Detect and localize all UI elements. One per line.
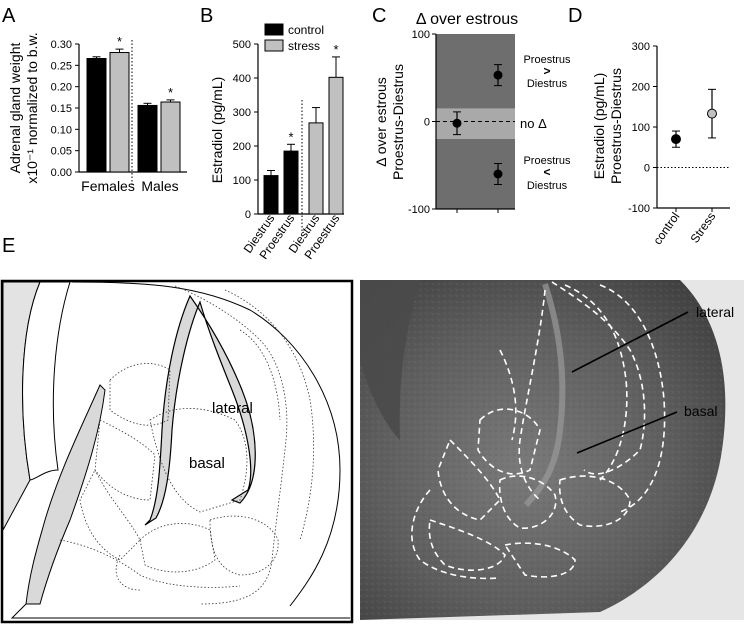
histology-photo: lateral basal (360, 280, 744, 620)
b-legend-swatch-stress (264, 39, 284, 52)
b-y-label: Estradiol (pg/mL) (209, 77, 225, 184)
a-y-tick-label: 0.30 (51, 39, 72, 51)
d-y-tick-label: 300 (632, 41, 650, 53)
panel-label-e: E (2, 235, 15, 257)
photo-nuclei-outlines (411, 281, 666, 580)
a-bar-males-stress (160, 101, 181, 173)
b-bar-stress (328, 76, 344, 215)
b-y-tick-label: 100 (233, 175, 251, 187)
a-y-tick-label: 0.00 (51, 167, 72, 179)
a-y-tick-label: 0.05 (51, 146, 72, 158)
panel-label-a: A (2, 5, 16, 27)
a-y-tick-label: 0.10 (51, 124, 72, 136)
b-bar-control (263, 175, 279, 215)
schematic-base-line (10, 603, 350, 619)
schematic-external-capsule (25, 384, 106, 605)
c-no-change-band (436, 108, 515, 139)
b-legend-swatch-control (264, 23, 284, 36)
d-y-tick-label: 200 (632, 82, 650, 94)
chart-a: 0.00 0.05 0.10 0.15 0.20 0.25 0.30 * * Females Mal… (7, 32, 187, 194)
d-y-label-line2: Proestrus-Diestrus (608, 68, 624, 184)
chart-b: 0100200300400500Diestrus*ProestrusDiestr… (209, 23, 344, 262)
c-y-tick-label: -100 (408, 204, 430, 216)
schematic-outer-contour (71, 281, 341, 607)
c-y-label-line1: Δ over estrous (373, 77, 389, 167)
c-point (493, 169, 503, 179)
schematic-label-lateral: lateral (212, 400, 253, 417)
c-annotation-no-change: no Δ (520, 116, 547, 131)
panel-label-d: D (568, 5, 582, 27)
a-group-label-females: Females (81, 178, 135, 194)
c-annotation-symbol: > (543, 64, 550, 78)
b-y-tick-label: 300 (233, 107, 251, 119)
a-y-label-line1: Adrenal gland weight (7, 43, 23, 174)
b-significance: * (288, 129, 293, 144)
d-y-label-line1: Estradiol (pg/mL) (591, 73, 607, 180)
c-annotation-symbol: < (543, 165, 550, 179)
d-point-control (671, 134, 681, 145)
photo-capsule-streak (523, 283, 566, 508)
a-y-tick-label: 0.25 (51, 60, 72, 72)
c-annotation-text: Diestrus (527, 180, 568, 192)
c-point (493, 70, 503, 80)
schematic-panel: lateral basal (0, 279, 354, 624)
a-y-tick-label: 0.20 (51, 82, 72, 94)
photo-texture (360, 280, 726, 620)
photo-lateral-pointer (571, 311, 689, 373)
a-significance: * (168, 85, 173, 100)
c-annotation-text: Diestrus (527, 78, 568, 90)
b-y-tick-label: 500 (233, 39, 251, 51)
schematic-label-basal: basal (189, 455, 225, 472)
a-bar-females-control (86, 58, 107, 173)
c-annotation-text: Proestrus (523, 155, 571, 167)
panel-label-b: B (200, 5, 213, 27)
a-y-tick-label: 0.15 (51, 103, 72, 115)
schematic-capsule (22, 281, 71, 481)
d-x-tick-label: control (650, 210, 682, 248)
c-point (452, 118, 462, 128)
c-y-label-line2: Proestrus-Diestrus (390, 64, 406, 180)
b-y-tick-label: 0 (245, 209, 251, 221)
schematic-intermediate-capsule (144, 294, 256, 526)
c-title: Δ over estrous (416, 11, 518, 28)
b-bar-stress (308, 122, 324, 215)
a-bar-males-control (137, 104, 158, 173)
a-bar-females-stress (109, 52, 130, 173)
photo-basal-pointer (576, 411, 678, 454)
b-y-tick-label: 200 (233, 141, 251, 153)
photo-label-lateral: lateral (696, 304, 734, 320)
d-y-tick-label: -100 (628, 203, 650, 215)
c-y-tick-label: 0 (424, 117, 430, 129)
a-significance: * (117, 34, 122, 49)
c-annotation-text: Proestrus (523, 54, 571, 66)
a-y-label-line2: x10⁻¹ normalized to b.w. (24, 32, 40, 183)
d-y-tick-label: 100 (632, 122, 650, 134)
b-legend-label-stress: stress (288, 39, 320, 53)
b-significance: * (333, 42, 338, 57)
a-group-label-males: Males (141, 178, 178, 194)
b-y-tick-label: 400 (233, 73, 251, 85)
d-y-tick-label: 0 (644, 163, 650, 175)
photo-dark-region (360, 280, 420, 440)
d-point-stress (707, 108, 717, 119)
b-legend-label-control: control (288, 23, 324, 37)
panel-label-c: C (372, 5, 386, 27)
c-y-tick-label: 100 (412, 29, 430, 41)
d-x-tick-label: Stress (687, 210, 718, 246)
schematic-nuclei-outlines (59, 285, 315, 605)
photo-label-basal: basal (684, 403, 717, 419)
b-bar-control (283, 150, 299, 215)
